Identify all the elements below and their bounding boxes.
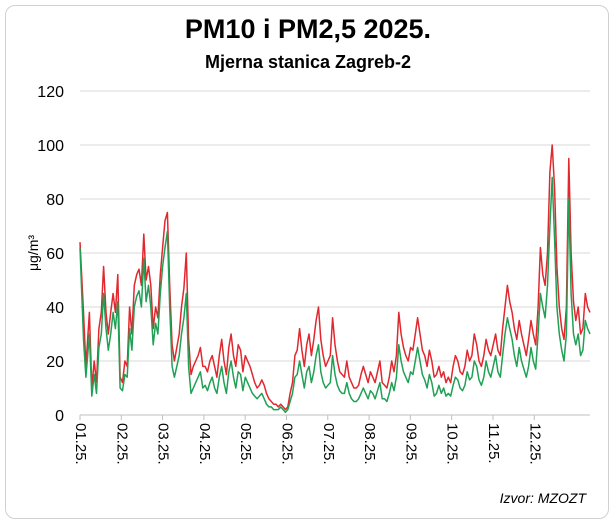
y-tick-label: 60 <box>46 246 64 263</box>
x-tick-label: 07.25. <box>320 423 337 465</box>
series-lines <box>79 144 591 414</box>
y-axis-label: μg/m³ <box>25 235 41 271</box>
chart-subtitle: Mjerna stanica Zagreb-2 <box>204 52 412 72</box>
x-tick-label: 06.25. <box>279 423 296 465</box>
x-tick-label: 11.25. <box>485 423 502 464</box>
y-tick-label: 40 <box>46 300 64 317</box>
x-tick-label: 10.25. <box>444 423 461 465</box>
y-tick-label: 100 <box>37 138 64 155</box>
x-tick-label: 08.25. <box>361 423 378 465</box>
series-line-red <box>79 144 591 411</box>
x-tick-labels: 01.25. 02.25. 03.25. 04.25. 05.25. 06.25. 07.2… <box>72 415 543 465</box>
y-tick-label: 0 <box>55 408 64 425</box>
source-note: Izvor: MZOZT <box>499 490 586 506</box>
x-tick-label: 05.25. <box>237 423 254 465</box>
x-tick-label: 01.25. <box>72 423 89 465</box>
x-tick-label: 12.25. <box>526 423 543 465</box>
y-tick-label: 80 <box>46 192 64 209</box>
y-tick-label: 20 <box>46 354 64 371</box>
x-tick-label: 02.25. <box>113 423 130 465</box>
chart-title: PM10 i PM2,5 2025. <box>184 14 432 44</box>
y-tick-label: 120 <box>37 84 64 101</box>
x-tick-label: 09.25. <box>402 423 419 465</box>
x-tick-label: 03.25. <box>155 423 172 465</box>
series-line-green <box>79 176 591 414</box>
y-tick-labels: 0 20 40 60 80 100 120 <box>37 84 64 425</box>
x-tick-label: 04.25. <box>196 423 213 465</box>
